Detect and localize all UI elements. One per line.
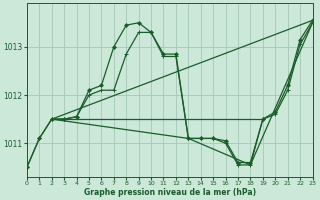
X-axis label: Graphe pression niveau de la mer (hPa): Graphe pression niveau de la mer (hPa) [84, 188, 256, 197]
